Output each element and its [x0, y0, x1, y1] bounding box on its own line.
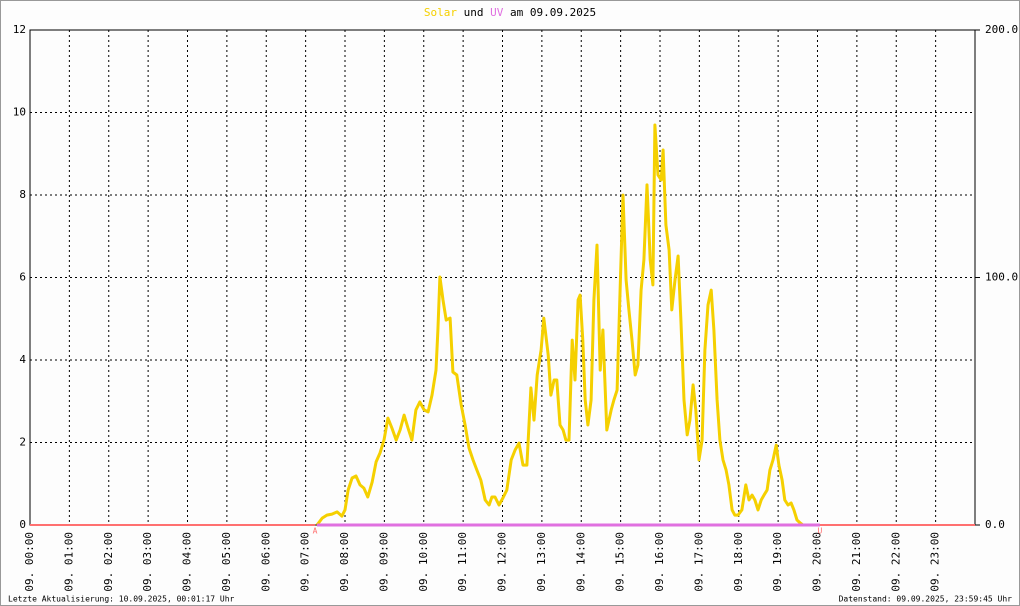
- title-series: Solar: [424, 6, 457, 19]
- chart-title: Solar und UV am 09.09.2025: [424, 6, 596, 19]
- series-line: [315, 123, 804, 527]
- title-text: am 09.09.2025: [510, 6, 596, 19]
- y-tick-label: 2: [19, 436, 26, 449]
- y-tick-label: 8: [19, 188, 26, 201]
- x-tick-label: 09. 15:00: [614, 532, 627, 592]
- sun-marker: U: [817, 527, 822, 536]
- x-tick-label: 09. 07:00: [299, 532, 312, 592]
- y-tick-label: 4: [19, 353, 26, 366]
- x-tick-label: 09. 12:00: [496, 532, 509, 592]
- x-tick-label: 09. 23:00: [929, 532, 942, 592]
- x-tick-label: 09. 11:00: [456, 532, 469, 592]
- x-tick-label: 09. 04:00: [181, 532, 194, 592]
- footer-left: Letzte Aktualisierung: 10.09.2025, 00:01…: [8, 595, 235, 604]
- y-tick-label: 10: [13, 106, 26, 119]
- x-tick-label: 09. 09:00: [377, 532, 390, 592]
- x-tick-label: 09. 13:00: [535, 532, 548, 592]
- x-tick-label: 09. 05:00: [220, 532, 233, 592]
- x-tick-label: 09. 18:00: [732, 532, 745, 592]
- y-tick-label: 6: [19, 271, 26, 284]
- x-tick-label: 09. 14:00: [574, 532, 587, 592]
- y-tick-label: 0: [19, 518, 26, 531]
- x-tick-label: 09. 16:00: [653, 532, 666, 592]
- y-tick-label: 12: [13, 23, 26, 36]
- footer-right: Datenstand: 09.09.2025, 23:59:45 Uhr: [839, 595, 1013, 604]
- y2-tick-label: 200.0: [985, 23, 1018, 36]
- title-series: UV: [490, 6, 504, 19]
- x-tick-label: 09. 03:00: [141, 532, 154, 592]
- x-tick-label: 09. 01:00: [62, 532, 75, 592]
- x-tick-label: 09. 06:00: [259, 532, 272, 592]
- x-tick-label: 09. 21:00: [850, 532, 863, 592]
- x-tick-label: 09. 19:00: [771, 532, 784, 592]
- title-text: und: [464, 6, 484, 19]
- x-tick-label: 09. 08:00: [338, 532, 351, 592]
- x-tick-label: 09. 22:00: [889, 532, 902, 592]
- y2-tick-label: 0.0: [985, 518, 1005, 531]
- y2-tick-label: 100.0: [985, 271, 1018, 284]
- x-tick-label: 09. 17:00: [692, 532, 705, 592]
- sun-marker: A: [313, 527, 318, 536]
- x-tick-label: 09. 10:00: [417, 532, 430, 592]
- x-tick-label: 09. 02:00: [102, 532, 115, 592]
- x-tick-label: 09. 20:00: [811, 532, 824, 592]
- x-tick-label: 09. 00:00: [23, 532, 36, 592]
